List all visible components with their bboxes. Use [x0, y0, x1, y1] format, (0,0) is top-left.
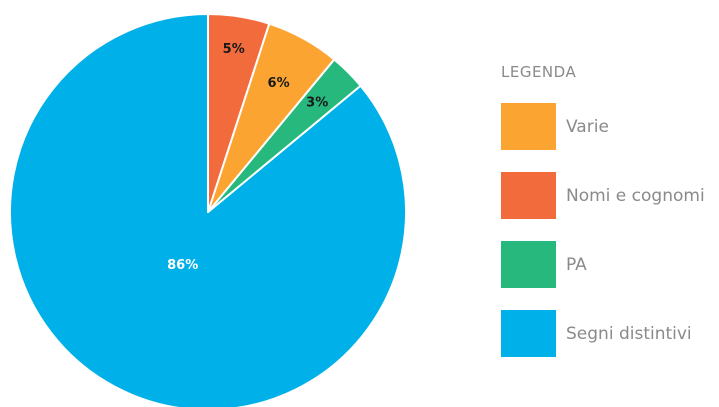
legend-item-nomi-e-cognomi: Nomi e cognomi — [501, 172, 719, 219]
legend-item-segni-distintivi: Segni distintivi — [501, 310, 719, 357]
legend-label: Nomi e cognomi — [566, 185, 705, 206]
pie-slice-segni-distintivi — [9, 13, 407, 407]
pie-slice-label-varie: 6% — [268, 76, 290, 91]
pie-slice-label-pa: 3% — [306, 95, 328, 110]
pie-slice-nomi-e-cognomi — [207, 13, 271, 213]
legend-title: LEGENDA — [501, 63, 577, 81]
pie-slices — [9, 13, 407, 407]
legend-swatch — [501, 172, 556, 219]
legend: LEGENDA Varie Nomi e cognomi PA Segni disti… — [501, 62, 719, 379]
legend-item-pa: PA — [501, 241, 719, 288]
legend-swatch — [501, 241, 556, 288]
pie-slice-label-segni-distintivi: 86% — [167, 258, 198, 273]
legend-swatch — [501, 310, 556, 357]
pie-slice-labels: 86% 3% 6% 5% — [167, 42, 328, 273]
legend-swatch — [501, 103, 556, 150]
legend-items: Varie Nomi e cognomi PA Segni distintivi — [501, 103, 719, 357]
pie-slice-label-nomi-e-cognomi: 5% — [223, 42, 245, 57]
legend-label: Segni distintivi — [566, 323, 692, 344]
legend-label: Varie — [566, 116, 609, 137]
legend-item-varie: Varie — [501, 103, 719, 150]
legend-label: PA — [566, 254, 587, 275]
